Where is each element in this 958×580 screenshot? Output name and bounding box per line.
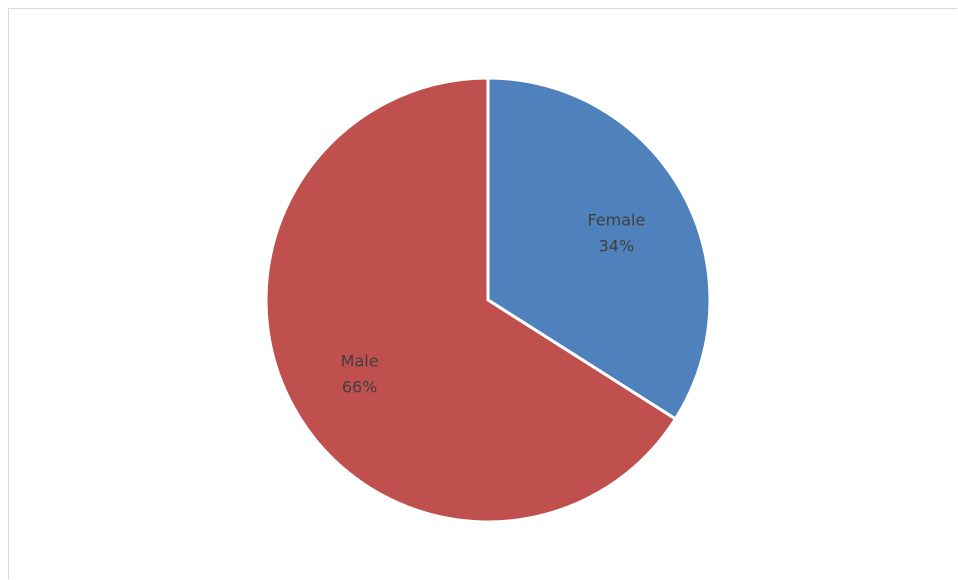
slice-label-male: Male	[341, 352, 379, 371]
slice-value-female: 34%	[599, 236, 635, 255]
slice-label-female: Female	[587, 210, 645, 229]
slice-value-male: 66%	[342, 378, 378, 397]
pie-slice-male	[264, 76, 677, 524]
